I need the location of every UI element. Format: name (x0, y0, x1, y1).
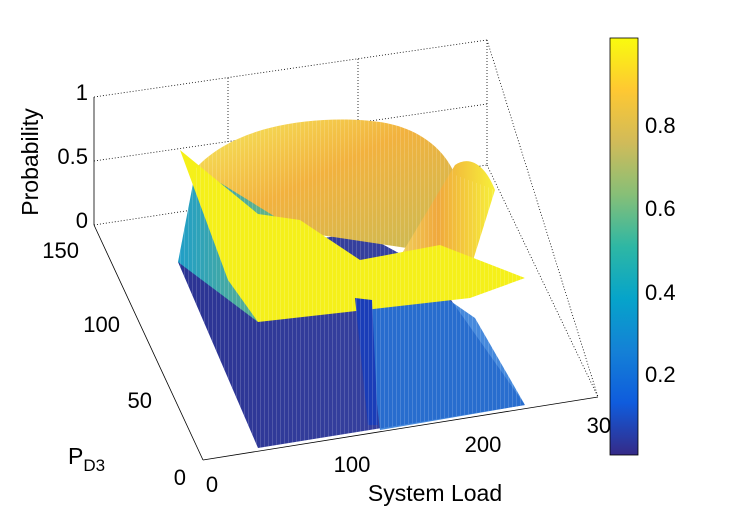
colorbar-tick-label: 0.8 (645, 113, 676, 138)
colorbar-tick-label: 0.2 (645, 362, 676, 387)
z-axis: 0 0.5 1 (57, 80, 88, 233)
x-tick-label: 100 (334, 452, 371, 477)
y-tick-label: 0 (174, 465, 186, 490)
z-axis-label: Probability (17, 108, 43, 216)
y-tick-label: 100 (83, 312, 120, 337)
colorbar: 0.2 0.4 0.6 0.8 (609, 37, 676, 456)
y-axis-label: PD3 (68, 443, 105, 475)
surface (178, 119, 525, 449)
z-tick-label: 0 (76, 208, 88, 233)
x-tick-label: 0 (206, 472, 218, 497)
y-axis: 150 100 50 0 (42, 238, 186, 490)
x-tick-label: 200 (465, 432, 502, 457)
surface-mesh (178, 119, 525, 449)
z-tick-label: 1 (76, 80, 88, 105)
colorbar-gradient (609, 37, 639, 456)
x-axis-label: System Load (368, 480, 502, 506)
colorbar-tick-label: 0.6 (645, 196, 676, 221)
y-tick-label: 150 (42, 238, 79, 263)
z-tick-label: 0.5 (57, 144, 88, 169)
y-tick-label: 50 (128, 388, 152, 413)
colorbar-tick-label: 0.4 (645, 280, 676, 305)
